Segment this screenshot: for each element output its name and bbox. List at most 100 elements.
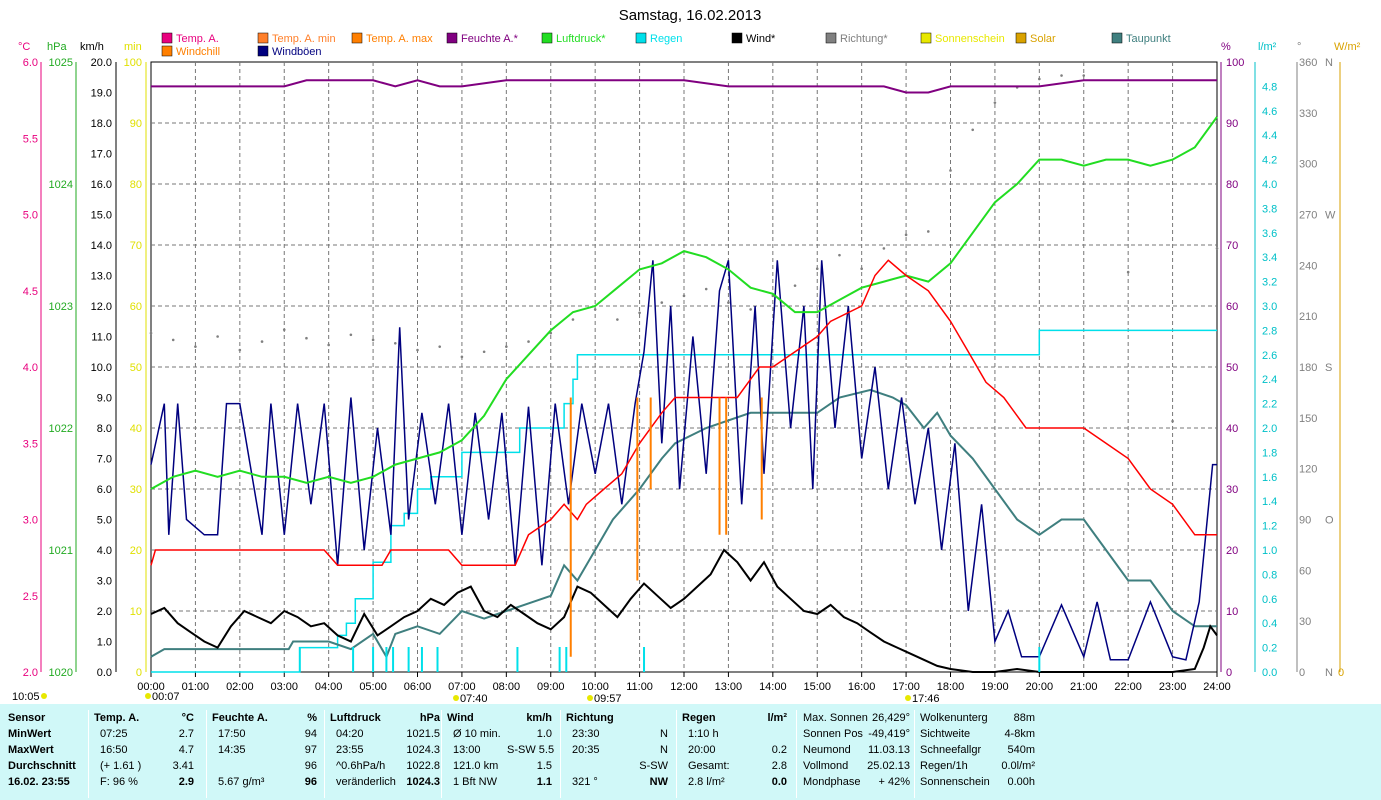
stats-direction-time: 321 °: [572, 776, 598, 788]
rain-tick: 3.2: [1262, 277, 1277, 289]
humidity-tick: 80: [1226, 179, 1238, 191]
direction-point: [1171, 419, 1174, 423]
temp-tick: 6.0: [23, 57, 38, 69]
direction-point: [571, 318, 575, 321]
legend-swatch: [825, 32, 837, 44]
wind-tick: 6.0: [97, 484, 112, 496]
sun-marker-icon: [905, 695, 911, 701]
stats-separator: [324, 710, 325, 798]
direction-point: [305, 336, 308, 340]
direction-point: [460, 355, 464, 359]
stats-wind-value: 1.5: [536, 760, 552, 772]
axis-header: °: [1297, 41, 1301, 53]
legend-swatch: [161, 32, 173, 44]
rain-tick: 1.6: [1262, 472, 1277, 484]
temp-tick: 4.5: [23, 286, 38, 298]
legend-label: Richtung*: [840, 33, 888, 45]
stats-pressure-time: veränderlich: [336, 776, 396, 788]
direction-point: [171, 338, 175, 342]
legend-label: Windböen: [272, 46, 322, 58]
legend-label: Taupunkt: [1126, 33, 1171, 45]
direction-point: [1038, 77, 1041, 81]
stats-rain-unit: l/m²: [767, 712, 787, 724]
temp-tick: 2.0: [23, 667, 38, 679]
direction-point: [393, 341, 397, 345]
solar-tick: 0: [1338, 667, 1344, 679]
series-feuchtea: [151, 79, 1217, 94]
rain-tick: 0.4: [1262, 618, 1277, 630]
direction-point: [593, 308, 597, 311]
stats-separator: [560, 710, 561, 798]
stats-humidity-value: 97: [304, 744, 317, 756]
series-windben: [150, 260, 1217, 661]
wind-tick: 5.0: [97, 515, 112, 527]
stats-direction-value: NW: [649, 776, 668, 788]
direction-point: [282, 328, 286, 332]
stats-wind-value: 1.1: [536, 776, 552, 788]
legend-swatch: [446, 32, 458, 44]
axis-header: W/m²: [1334, 41, 1361, 53]
series-tempa: [150, 259, 1217, 567]
axis-header: l/m²: [1258, 41, 1277, 53]
stats-cloud-label: Regen/1h: [920, 760, 968, 772]
axis-header: %: [1221, 41, 1231, 53]
legend-swatch: [257, 32, 269, 44]
stats-temp-value: 4.7: [178, 744, 194, 756]
direction-tick-compass: N: [1325, 667, 1333, 679]
x-tick-label: 04:00: [315, 681, 343, 693]
direction-tick: 0: [1299, 667, 1305, 679]
x-tick-label: 08:00: [493, 681, 521, 693]
legend-label: Wind*: [746, 33, 776, 45]
direction-tick: 90: [1299, 515, 1311, 527]
wind-tick: 3.0: [97, 576, 112, 588]
stats-cloud-label: Sonnenschein: [920, 776, 990, 788]
wind-tick: 17.0: [91, 149, 112, 161]
stats-cloud-value: 4-8km: [1004, 728, 1035, 740]
rain-tick: 1.8: [1262, 447, 1277, 459]
direction-point: [616, 318, 619, 321]
stats-wind-time: 13:00: [453, 744, 481, 756]
stats-rain-time: 20:00: [688, 744, 716, 756]
stats-cloud-value: 540m: [1007, 744, 1035, 756]
direction-point: [971, 128, 975, 132]
humidity-tick: 100: [1226, 57, 1244, 69]
rain-tick: 2.2: [1262, 399, 1277, 411]
stats-humidity-time: [218, 758, 278, 774]
x-tick-label: 18:00: [937, 681, 965, 693]
series-wind: [150, 548, 1218, 673]
chart-title: Samstag, 16.02.2013: [619, 7, 762, 24]
stats-separator: [206, 710, 207, 798]
x-tick-label: 11:00: [626, 681, 653, 693]
rain-tick: 1.0: [1262, 545, 1277, 557]
statistics-panel: Sensor MinWert MaxWert Durchschnitt 16.02. 2…: [0, 704, 1381, 800]
direction-point: [1126, 270, 1130, 274]
series-luftdruck: [150, 116, 1218, 490]
axis-header: min: [124, 41, 142, 53]
legend-label: Luftdruck*: [556, 33, 606, 45]
stats-pressure-time: ^0.6hPa/h: [336, 760, 386, 772]
legend-label: Regen: [650, 33, 682, 45]
sun-tick: 60: [130, 301, 142, 313]
stats-sun-label: Mondphase: [803, 776, 861, 788]
direction-point: [904, 233, 908, 237]
pressure-tick: 1022: [49, 423, 73, 435]
rain-tick: 0.6: [1262, 594, 1277, 606]
time-marker-label: 09:57: [594, 693, 622, 704]
wind-tick: 16.0: [91, 179, 112, 191]
humidity-tick: 30: [1226, 484, 1238, 496]
x-tick-label: 24:00: [1203, 681, 1231, 693]
weather-chart: Samstag, 16.02.2013 Temp. A. Temp. A. min…: [12, 7, 1361, 704]
stats-cloud-value: 88m: [1013, 712, 1035, 724]
legend-label: Windchill: [176, 46, 220, 58]
x-tick-label: 14:00: [759, 681, 787, 693]
direction-tick-compass: W: [1325, 210, 1336, 222]
temp-tick: 3.5: [23, 438, 38, 450]
legend-swatch: [1015, 32, 1027, 44]
rain-tick: 2.4: [1262, 374, 1277, 386]
legend-label: Temp. A.: [176, 33, 219, 45]
plot-area: [149, 74, 1219, 673]
stats-pressure-time: 04:20: [336, 728, 364, 740]
stats-pressure-value: 1024.3: [406, 776, 440, 788]
direction-tick: 330: [1299, 108, 1317, 120]
wind-tick: 4.0: [97, 545, 112, 557]
